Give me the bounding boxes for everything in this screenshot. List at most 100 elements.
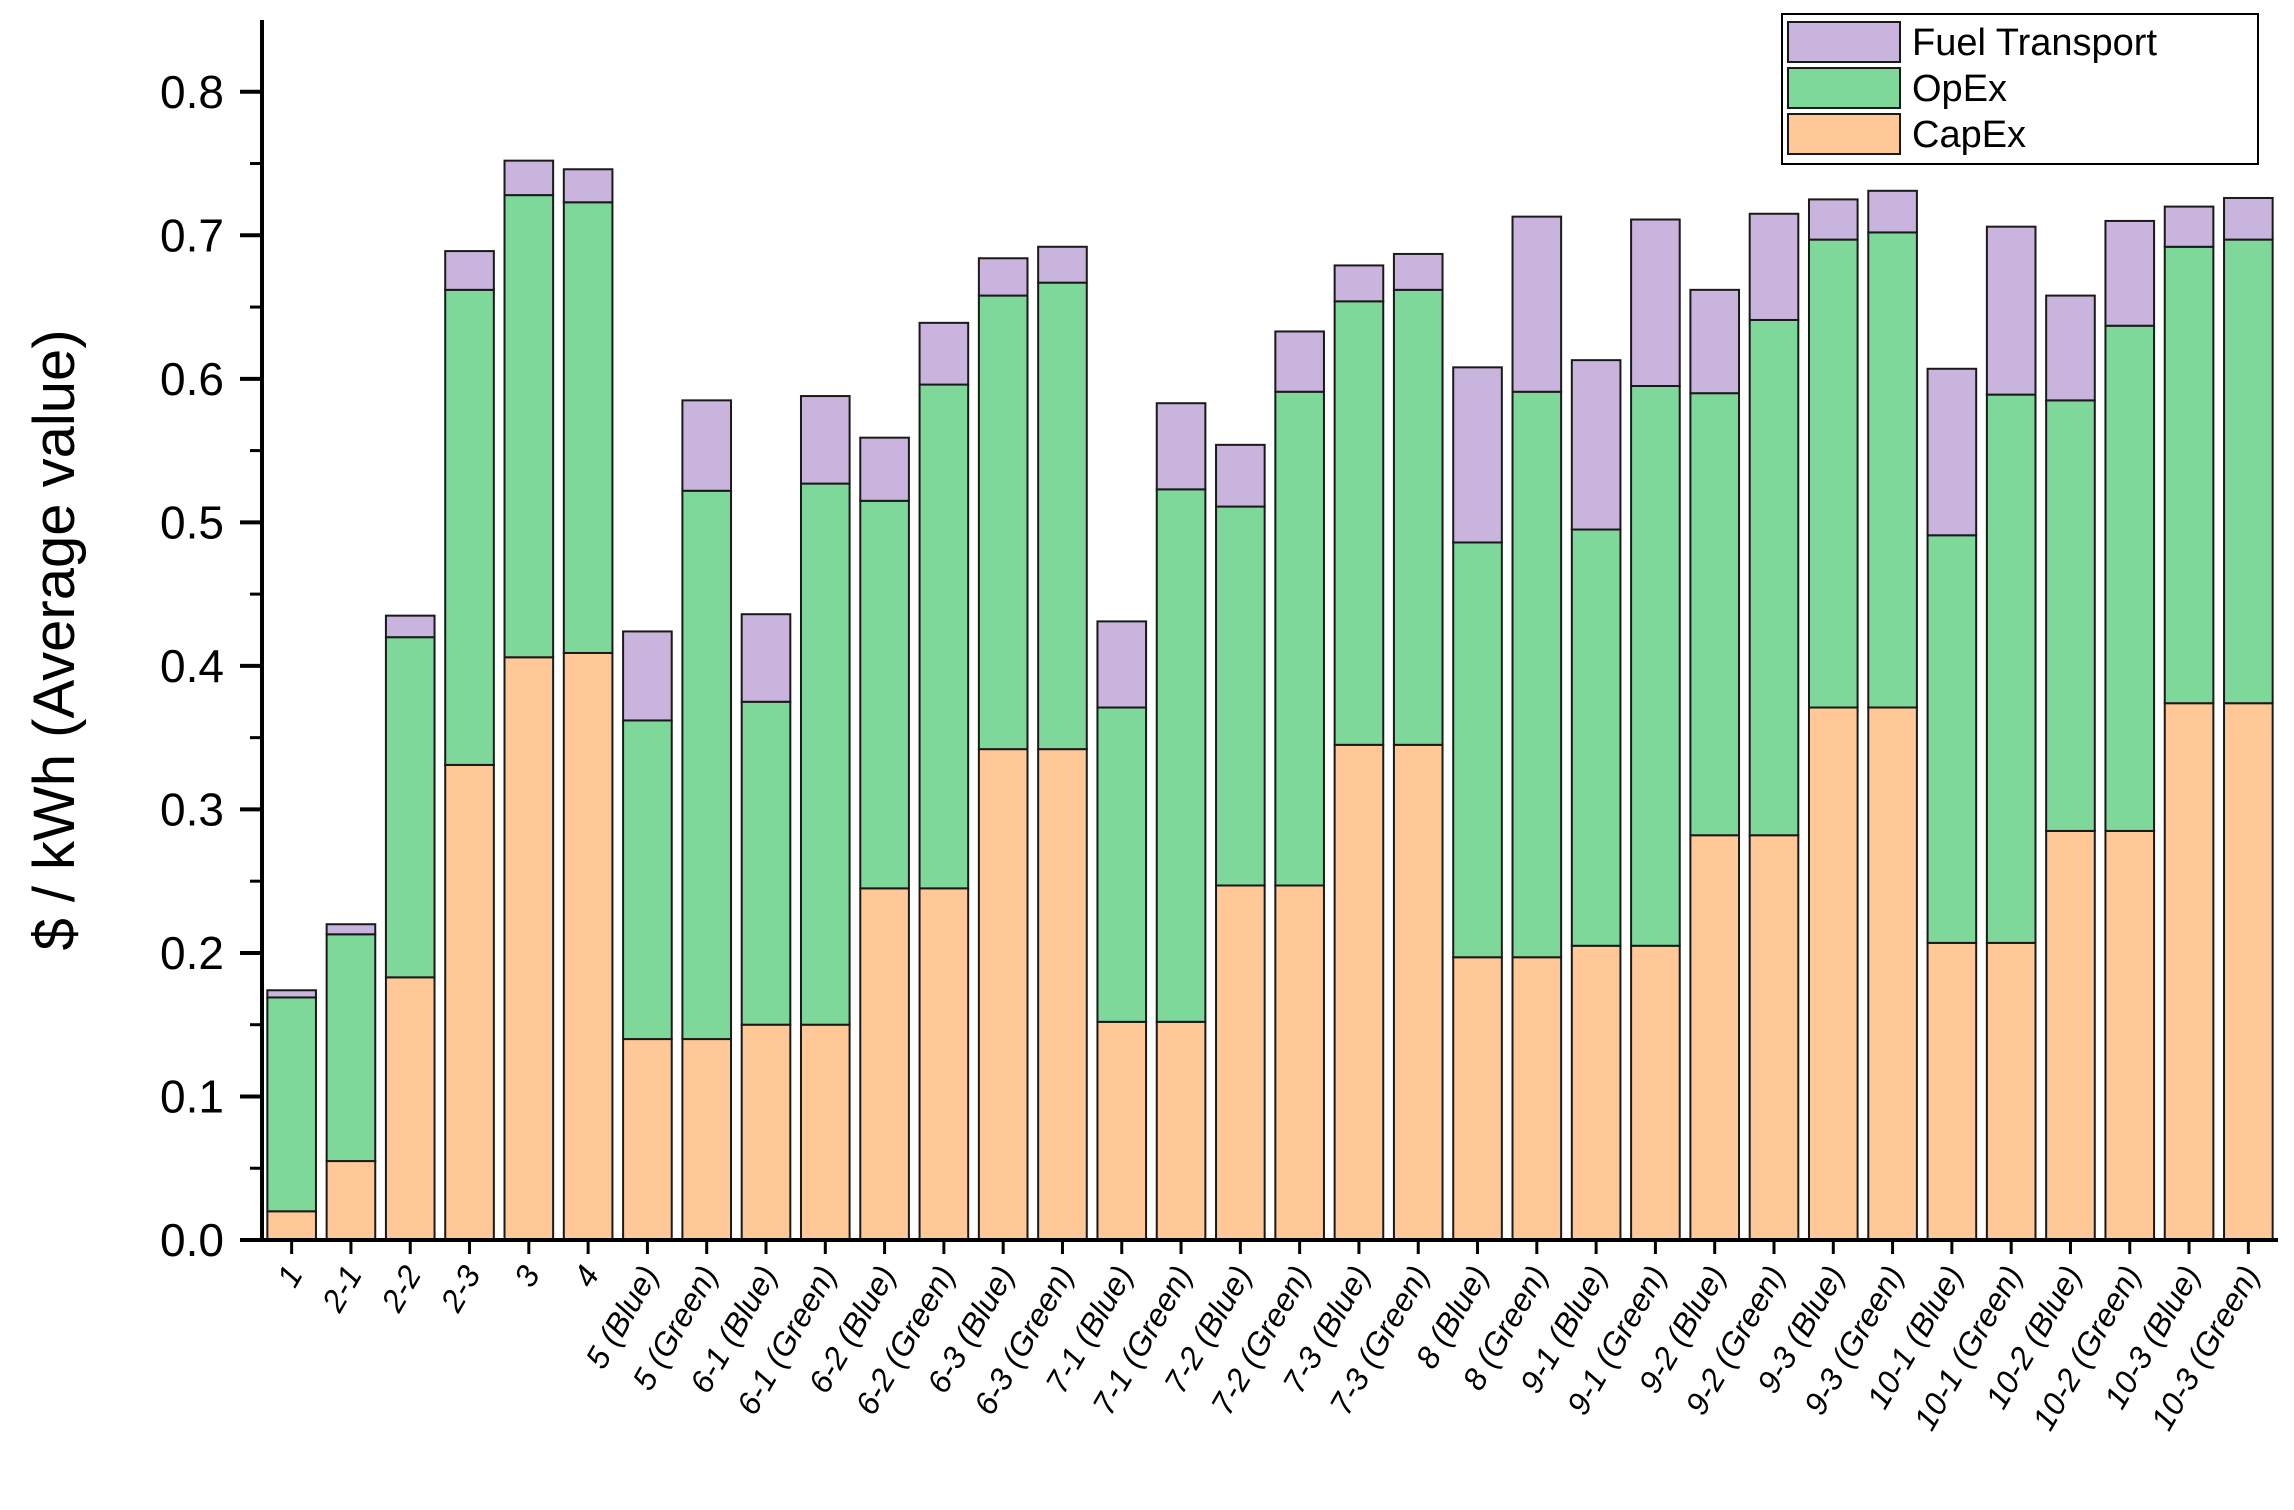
bar-fuel-transport-10 <box>859 436 910 502</box>
bar-fuel-transport-18 <box>1333 264 1385 303</box>
bar-fuel-transport-17 <box>1274 330 1325 393</box>
bar-fuel-transport-20 <box>1452 366 1503 544</box>
bar-fuel-transport-15 <box>1155 402 1207 491</box>
y-tick-label: 0.0 <box>160 1214 224 1266</box>
bar-capex-2 <box>384 976 436 1242</box>
legend-label: Fuel Transport <box>1912 22 2157 64</box>
bar-fuel-transport-13 <box>1037 245 1088 284</box>
bar-fuel-transport-24 <box>1689 288 1741 395</box>
bar-opex-13 <box>1037 281 1088 751</box>
legend-label: OpEx <box>1912 68 2007 110</box>
y-tick-label: 0.6 <box>160 353 224 405</box>
bar-fuel-transport-33 <box>2223 196 2274 241</box>
bar-opex-22 <box>1570 528 1622 947</box>
bar-opex-31 <box>2104 324 2156 832</box>
x-category-label: 4 <box>566 1260 606 1293</box>
bar-capex-5 <box>562 651 614 1241</box>
bar-opex-32 <box>2163 245 2215 705</box>
y-tick-label: 0.7 <box>160 209 224 261</box>
bar-capex-31 <box>2104 829 2156 1241</box>
bar-opex-23 <box>1630 385 1681 947</box>
bar-opex-21 <box>1511 390 1563 959</box>
bar-fuel-transport-2 <box>384 614 436 639</box>
bar-opex-9 <box>799 482 851 1026</box>
y-tick-label: 0.3 <box>160 783 224 835</box>
bar-fuel-transport-1 <box>325 923 377 936</box>
bar-capex-19 <box>1392 743 1444 1241</box>
bar-opex-26 <box>1807 238 1859 709</box>
bar-opex-17 <box>1274 390 1325 887</box>
bar-fuel-transport-25 <box>1748 212 1800 321</box>
bar-fuel-transport-19 <box>1392 252 1444 291</box>
bar-opex-8 <box>740 700 792 1026</box>
bar-fuel-transport-16 <box>1215 443 1266 508</box>
y-tick-label: 0.5 <box>160 496 224 548</box>
legend-label: CapEx <box>1912 114 2026 156</box>
y-ticks: 0.0 0.1 0.2 0.3 0.4 0.5 0.6 0.7 0.8 <box>160 66 262 1266</box>
bar-opex-7 <box>681 489 733 1041</box>
bar-fuel-transport-30 <box>2045 294 2096 402</box>
bar-fuel-transport-0 <box>266 989 317 999</box>
bar-capex-33 <box>2223 702 2274 1241</box>
bar-opex-20 <box>1452 541 1503 959</box>
y-tick-label: 0.8 <box>160 66 224 118</box>
bar-capex-29 <box>1985 941 2037 1241</box>
bar-fuel-transport-7 <box>681 399 733 492</box>
bar-fuel-transport-21 <box>1511 215 1563 393</box>
y-axis-title: $ / kWh (Average value) <box>22 329 87 950</box>
bar-opex-25 <box>1748 318 1800 837</box>
bar-fuel-transport-27 <box>1867 189 1918 234</box>
y-tick-label: 0.4 <box>160 640 224 692</box>
bar-opex-10 <box>859 499 910 890</box>
bar-capex-17 <box>1274 884 1325 1241</box>
x-category-label: 1 <box>270 1260 310 1293</box>
bar-opex-27 <box>1867 231 1918 709</box>
axes-layer <box>260 20 2278 1242</box>
bar-capex-25 <box>1748 834 1800 1241</box>
bar-fuel-transport-32 <box>2163 205 2215 248</box>
bar-opex-19 <box>1392 288 1444 746</box>
legend-swatch-capex <box>1787 113 1901 155</box>
bar-capex-27 <box>1867 706 1918 1241</box>
bar-capex-10 <box>859 887 910 1241</box>
bar-capex-7 <box>681 1038 733 1242</box>
bar-capex-18 <box>1333 743 1385 1241</box>
bar-capex-21 <box>1511 956 1563 1241</box>
x-category-label: 3 <box>507 1259 547 1293</box>
bar-opex-15 <box>1155 488 1207 1023</box>
bars-layer <box>266 159 2274 1242</box>
bar-capex-12 <box>977 748 1029 1241</box>
bar-opex-3 <box>444 288 495 766</box>
bar-opex-28 <box>1926 534 1978 944</box>
bar-capex-32 <box>2163 702 2215 1241</box>
x-category-label: 2-2 <box>373 1259 428 1318</box>
x-category-label: 2-3 <box>433 1259 488 1318</box>
bar-fuel-transport-14 <box>1096 620 1148 709</box>
bar-capex-26 <box>1807 706 1859 1241</box>
bar-capex-3 <box>444 763 495 1241</box>
bar-fuel-transport-11 <box>918 321 970 386</box>
bar-opex-0 <box>266 996 317 1213</box>
bar-opex-16 <box>1215 505 1266 887</box>
bar-opex-24 <box>1689 392 1741 837</box>
bar-capex-11 <box>918 887 970 1241</box>
bar-capex-4 <box>503 656 555 1241</box>
y-tick-label: 0.1 <box>160 1070 224 1122</box>
bar-capex-28 <box>1926 941 1978 1241</box>
bar-capex-1 <box>325 1160 377 1242</box>
bar-capex-23 <box>1630 944 1681 1241</box>
bar-capex-24 <box>1689 834 1741 1241</box>
bar-opex-18 <box>1333 300 1385 746</box>
legend-swatch-fuel-transport <box>1787 21 1901 63</box>
bar-fuel-transport-3 <box>444 250 495 291</box>
bar-opex-12 <box>977 294 1029 751</box>
bar-capex-13 <box>1037 748 1088 1241</box>
bar-capex-8 <box>740 1023 792 1241</box>
bar-capex-30 <box>2045 829 2096 1241</box>
bar-fuel-transport-8 <box>740 613 792 703</box>
bar-fuel-transport-23 <box>1630 218 1681 387</box>
bar-fuel-transport-9 <box>799 395 851 485</box>
